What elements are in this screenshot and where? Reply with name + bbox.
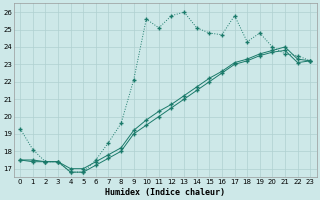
- X-axis label: Humidex (Indice chaleur): Humidex (Indice chaleur): [105, 188, 225, 197]
